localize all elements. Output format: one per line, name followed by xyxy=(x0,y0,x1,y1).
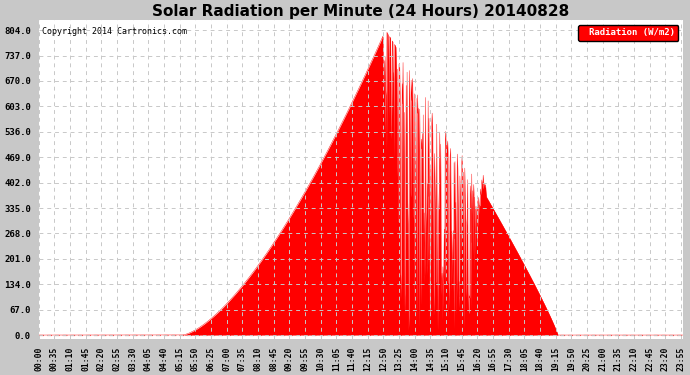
Text: Copyright 2014 Cartronics.com: Copyright 2014 Cartronics.com xyxy=(42,27,187,36)
Title: Solar Radiation per Minute (24 Hours) 20140828: Solar Radiation per Minute (24 Hours) 20… xyxy=(152,4,569,19)
Legend: Radiation (W/m2): Radiation (W/m2) xyxy=(578,25,678,41)
